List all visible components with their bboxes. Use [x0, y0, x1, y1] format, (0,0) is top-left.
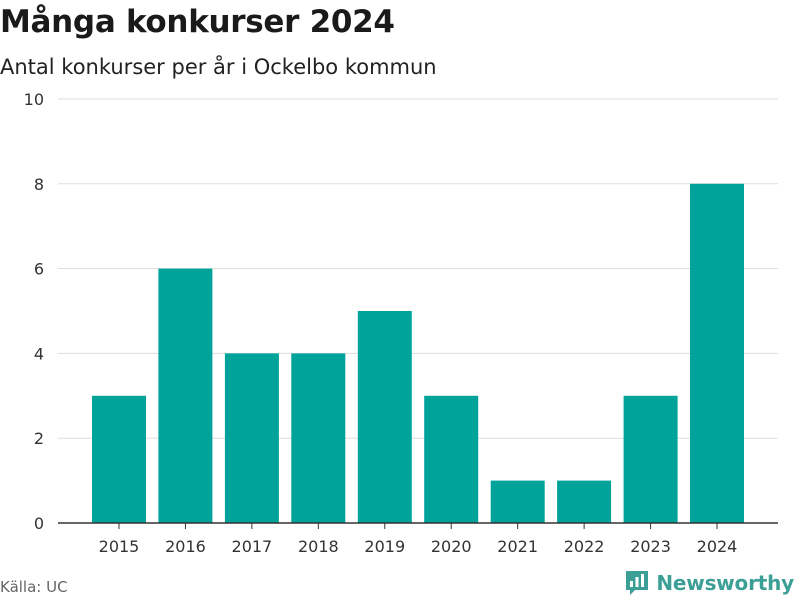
x-tick-label: 2021 — [497, 537, 538, 556]
x-tick-label: 2015 — [99, 537, 140, 556]
x-tick-label: 2024 — [697, 537, 738, 556]
source-note: Källa: UC — [0, 578, 68, 596]
bar — [690, 183, 744, 524]
brand-name: Newsworthy — [656, 571, 794, 595]
bar — [424, 395, 479, 523]
bar — [490, 480, 545, 523]
y-tick-label: 4 — [34, 344, 44, 363]
x-tick-label: 2018 — [298, 537, 339, 556]
y-tick-label: 2 — [34, 429, 44, 448]
x-tick-label: 2020 — [431, 537, 472, 556]
bars — [92, 183, 744, 524]
bar — [291, 353, 346, 523]
bar — [557, 480, 612, 523]
brand-logo: Newsworthy — [624, 569, 794, 597]
axes: 0 2 4 6 8 10 2015 2016 2017 2018 2019 2020 2021 2022 2… — [24, 90, 778, 556]
x-tick-label: 2017 — [232, 537, 273, 556]
chart-subtitle: Antal konkurser per år i Ockelbo kommun — [0, 55, 437, 79]
y-tick-label: 0 — [34, 514, 44, 533]
x-tick-label: 2016 — [165, 537, 206, 556]
y-tick-label: 6 — [34, 260, 44, 279]
y-tick-label: 8 — [34, 175, 44, 194]
x-tick-label: 2022 — [564, 537, 605, 556]
bar-chart-logo-icon — [626, 571, 649, 595]
bar — [623, 395, 678, 523]
bar — [92, 395, 146, 523]
bar — [224, 353, 279, 523]
bar — [158, 268, 213, 523]
x-tick-label: 2023 — [630, 537, 671, 556]
y-tick-label: 10 — [24, 90, 44, 109]
bar — [357, 311, 412, 523]
chart-title: Många konkurser 2024 — [0, 4, 395, 40]
x-tick-label: 2019 — [364, 537, 405, 556]
